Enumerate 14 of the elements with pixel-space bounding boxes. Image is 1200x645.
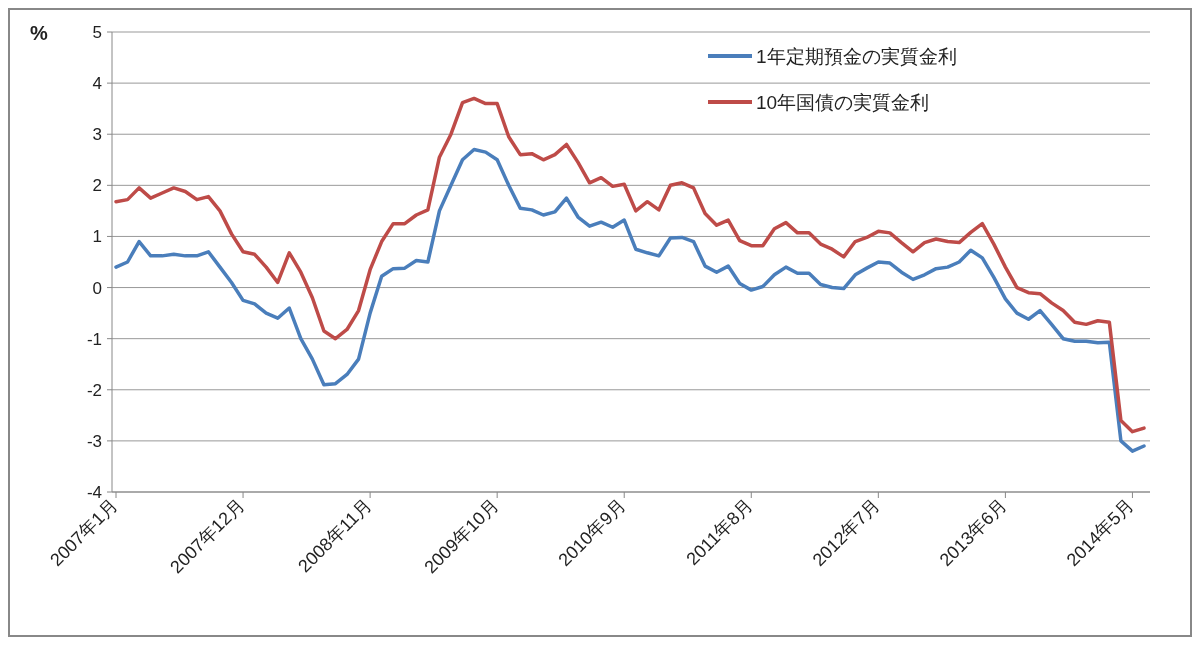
y-axis-title: % — [30, 22, 48, 44]
line-series — [114, 147, 1146, 453]
legend-label: 10年国債の実質金利 — [756, 91, 930, 113]
y-tick-label: 3 — [92, 125, 102, 145]
y-tick-label: -3 — [86, 431, 102, 451]
legend-label: 1年定期預金の実質金利 — [756, 45, 957, 67]
y-tick-label: 0 — [92, 278, 102, 298]
y-tick-label: -4 — [86, 482, 102, 502]
y-tick-label: 2 — [92, 176, 102, 196]
y-tick-label: -1 — [86, 329, 102, 349]
y-tick-label: 5 — [92, 22, 102, 42]
y-tick-label: 1 — [92, 227, 102, 247]
y-tick-label: -2 — [86, 380, 102, 400]
y-tick-label: 4 — [92, 74, 102, 94]
